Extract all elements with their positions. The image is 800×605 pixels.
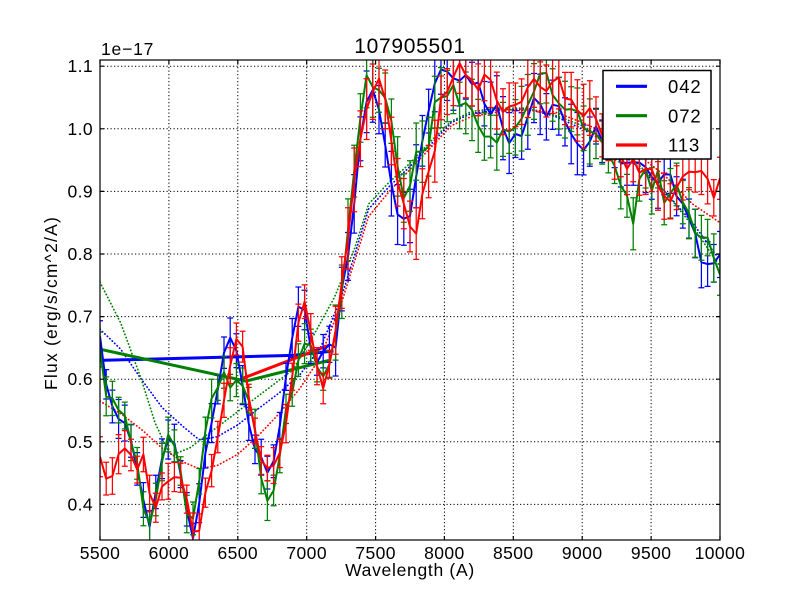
- svg-text:113: 113: [668, 135, 700, 156]
- svg-text:Flux (erg/s/cm^2/A): Flux (erg/s/cm^2/A): [41, 216, 61, 390]
- svg-text:8000: 8000: [424, 543, 465, 563]
- svg-text:1e−17: 1e−17: [101, 39, 154, 59]
- svg-text:6000: 6000: [149, 543, 190, 563]
- svg-text:5500: 5500: [80, 543, 121, 563]
- svg-text:9000: 9000: [562, 543, 603, 563]
- svg-text:0.5: 0.5: [67, 432, 93, 452]
- svg-text:072: 072: [668, 105, 702, 126]
- svg-text:0.8: 0.8: [67, 244, 93, 264]
- svg-text:1.1: 1.1: [67, 56, 93, 76]
- svg-text:10000: 10000: [695, 543, 746, 563]
- svg-text:0.6: 0.6: [67, 369, 93, 389]
- svg-text:8500: 8500: [493, 543, 534, 563]
- svg-text:1.0: 1.0: [67, 119, 93, 139]
- svg-text:9500: 9500: [631, 543, 672, 563]
- svg-text:7000: 7000: [286, 543, 327, 563]
- svg-text:0.7: 0.7: [67, 307, 93, 327]
- svg-text:0.4: 0.4: [67, 494, 93, 514]
- svg-text:042: 042: [668, 76, 702, 97]
- svg-text:Wavelength (A): Wavelength (A): [345, 560, 475, 580]
- svg-text:107905501: 107905501: [354, 35, 465, 58]
- svg-text:0.9: 0.9: [67, 181, 93, 201]
- svg-text:6500: 6500: [218, 543, 259, 563]
- svg-text:7500: 7500: [355, 543, 396, 563]
